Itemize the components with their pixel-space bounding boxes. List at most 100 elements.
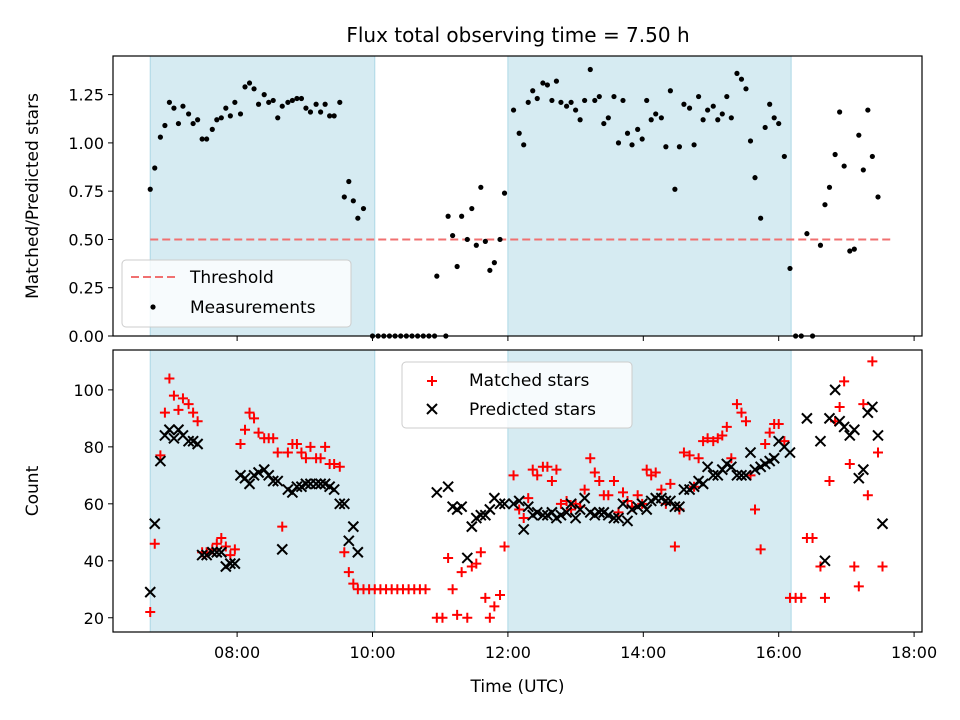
measurement-point bbox=[195, 117, 201, 123]
legend: Threshold Measurements bbox=[121, 259, 352, 328]
measurement-point bbox=[285, 99, 291, 105]
measurement-point bbox=[204, 136, 210, 142]
measurement-point bbox=[563, 103, 570, 109]
matched-star-point bbox=[168, 390, 179, 401]
matched-star-point bbox=[760, 439, 771, 449]
axes-frame bbox=[112, 55, 923, 337]
y-tick-label: 1.00 bbox=[68, 134, 104, 153]
matched-star-point bbox=[824, 476, 835, 487]
predicted-star-point bbox=[857, 463, 870, 476]
measurement-point bbox=[307, 109, 314, 115]
measurement-point bbox=[510, 107, 517, 113]
measurement-point bbox=[166, 99, 173, 105]
matched-star-point bbox=[726, 453, 737, 464]
matched-star-point bbox=[249, 413, 260, 424]
y-tick-label: 60 bbox=[84, 495, 104, 514]
matched-star-point bbox=[585, 453, 596, 464]
matched-star-point bbox=[159, 407, 170, 418]
matched-star-point bbox=[678, 447, 689, 458]
measurement-point bbox=[266, 99, 272, 105]
matched-star-point bbox=[343, 567, 354, 578]
measurement-point bbox=[681, 101, 687, 107]
matched-star-point bbox=[229, 544, 240, 555]
measurement-point bbox=[691, 142, 697, 148]
predicted-star-point bbox=[163, 424, 176, 436]
matched-star-point bbox=[437, 612, 448, 623]
measurement-point bbox=[218, 115, 224, 121]
measurement-point bbox=[700, 117, 706, 123]
measurement-point bbox=[841, 163, 847, 169]
predicted-star-point bbox=[224, 557, 237, 570]
matched-star-point bbox=[551, 464, 562, 475]
measurement-point bbox=[851, 246, 857, 252]
x-tick-label: 10:00 bbox=[349, 643, 395, 662]
legend-threshold-label: Threshold bbox=[189, 268, 274, 288]
measurement-point bbox=[214, 117, 220, 123]
predicted-star-point bbox=[829, 384, 841, 396]
predicted-star-point bbox=[154, 455, 167, 467]
predicted-star-point bbox=[494, 498, 506, 510]
measurement-point bbox=[516, 130, 522, 136]
predicted-star-point bbox=[626, 503, 638, 516]
predicted-star-point bbox=[569, 512, 582, 524]
measurement-point bbox=[464, 236, 470, 243]
matched-star-point bbox=[177, 393, 188, 404]
y-tick-label: 100 bbox=[73, 381, 104, 400]
matched-star-point bbox=[650, 467, 661, 478]
shaded-region bbox=[507, 55, 792, 337]
predicted-star-point bbox=[455, 500, 468, 513]
measurement-point bbox=[672, 186, 678, 192]
matched-star-point bbox=[244, 407, 255, 418]
measurement-point bbox=[171, 105, 177, 111]
predicted-star-point bbox=[707, 469, 719, 482]
measurement-point bbox=[743, 86, 749, 92]
predicted-star-point bbox=[484, 503, 496, 516]
matched-star-point bbox=[282, 447, 293, 458]
matched-star-point bbox=[523, 493, 534, 504]
matched-star-point bbox=[603, 490, 614, 501]
measurement-point bbox=[573, 107, 579, 113]
chart-title: Flux total observing time = 7.50 h bbox=[346, 23, 689, 47]
measurement-point bbox=[530, 88, 536, 94]
measurement-point bbox=[639, 136, 645, 142]
matched-star-point bbox=[475, 547, 486, 558]
x-tick-label: 16:00 bbox=[756, 643, 802, 662]
predicted-star-point bbox=[498, 498, 511, 510]
predicted-star-point bbox=[272, 475, 284, 487]
predicted-star-point bbox=[640, 503, 653, 516]
predicted-star-point bbox=[578, 492, 591, 504]
y-tick-label: 0.50 bbox=[68, 230, 104, 249]
matched-star-point bbox=[296, 447, 307, 458]
matched-star-point bbox=[300, 453, 311, 464]
matched-star-point bbox=[764, 427, 775, 438]
measurement-point bbox=[469, 205, 475, 212]
predicted-star-point bbox=[442, 481, 454, 493]
measurement-point bbox=[648, 117, 654, 123]
measurement-point bbox=[705, 107, 711, 113]
matched-star-point bbox=[334, 461, 345, 472]
measurement-point bbox=[601, 120, 607, 127]
measurement-point bbox=[667, 88, 673, 94]
matched-star-point bbox=[839, 376, 850, 387]
legend-predicted-swatch bbox=[426, 403, 438, 415]
measurement-point bbox=[611, 93, 617, 100]
measurement-point bbox=[549, 97, 555, 104]
matched-star-point bbox=[480, 592, 491, 603]
measurement-point bbox=[781, 153, 787, 160]
y-tick-label: 0.75 bbox=[68, 182, 104, 201]
measurement-point bbox=[185, 111, 192, 117]
predicted-star-point bbox=[507, 498, 520, 510]
matched-star-point bbox=[164, 373, 175, 384]
measurement-point bbox=[540, 80, 546, 86]
matched-star-point bbox=[656, 484, 667, 495]
predicted-star-point bbox=[149, 518, 161, 530]
matched-star-point bbox=[736, 407, 747, 418]
matched-star-point bbox=[173, 404, 184, 415]
measurement-point bbox=[157, 134, 163, 140]
measurement-point bbox=[663, 144, 669, 150]
matched-star-point bbox=[702, 433, 713, 444]
measurement-point bbox=[592, 97, 598, 104]
predicted-star-point bbox=[866, 401, 879, 413]
measurement-point bbox=[686, 105, 693, 111]
measurement-point bbox=[762, 124, 768, 131]
